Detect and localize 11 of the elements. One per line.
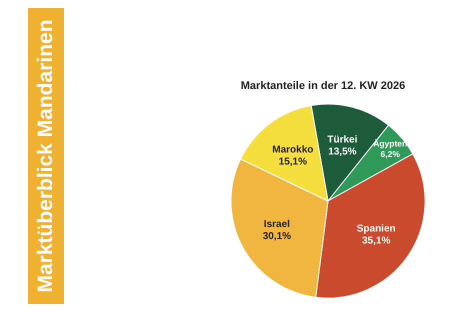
data-label: 30,1% xyxy=(262,230,292,242)
data-label: 35,1% xyxy=(362,236,390,247)
slice-label: Türkei xyxy=(327,134,358,146)
chart-subtitle: Marktanteile in der 12. KW 2026 xyxy=(240,80,406,92)
data-label: 6,2% xyxy=(380,148,400,159)
data-label: 13,5% xyxy=(328,146,357,158)
slice-label: Spanien xyxy=(356,224,396,235)
data-label: 15,1% xyxy=(278,156,308,168)
slice-label: Israel xyxy=(264,218,290,230)
slice-label: Marokko xyxy=(272,144,314,156)
text: Marktüberblick Mandarinen xyxy=(34,19,58,293)
